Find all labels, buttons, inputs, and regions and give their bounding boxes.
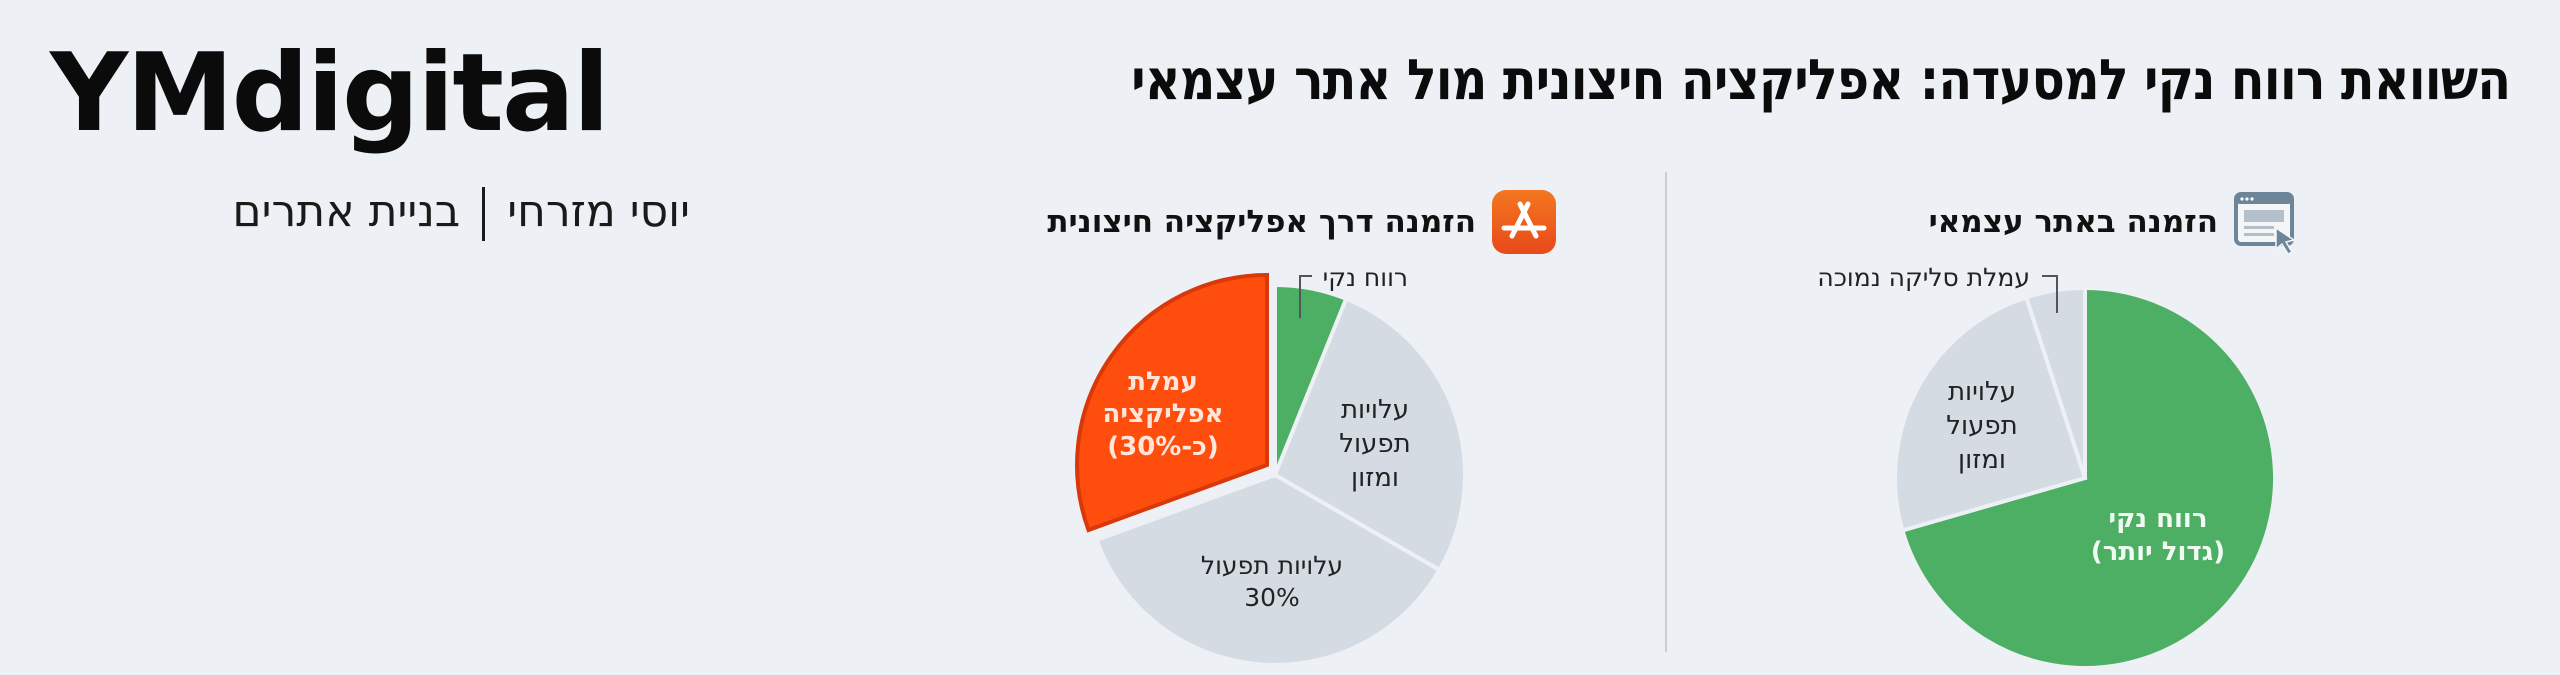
slice-app-operating-costs <box>1093 472 1443 667</box>
chart-title-site-label: הזמנה באתר עצמאי <box>1928 204 2218 240</box>
label-app-commission-3: (כ-30%) <box>1107 432 1219 462</box>
label-site-ops-1: עלויות <box>1948 377 2016 407</box>
label-site-card-fee: עמלת סליקה נמוכה <box>1817 263 2030 292</box>
label-site-net-1: רווח נקי <box>2109 504 2208 534</box>
label-app-operating-costs: עלויות תפעול <box>1201 551 1343 580</box>
browser-cursor-icon <box>2232 188 2300 256</box>
callout-line-site <box>2042 275 2058 313</box>
label-app-net-profit: רווח נקי <box>1323 263 1408 292</box>
label-app-commission-1: עמלת <box>1128 367 1198 397</box>
callout-line-app <box>1299 275 1312 318</box>
brand-owner: יוסי מזרחי <box>507 186 690 237</box>
chart-title-app-label: הזמנה דרך אפליקציה חיצונית <box>1047 204 1476 240</box>
label-app-ops-food-1: עלויות <box>1341 395 1409 425</box>
brand-block: YMdigital יוסי מזרחיבניית אתרים <box>50 40 690 241</box>
slice-site-card-fee <box>2023 285 2087 479</box>
label-site-ops-2: תפעול <box>1946 411 2017 441</box>
label-app-operating-costs-pct: 30% <box>1244 583 1300 612</box>
pie-site: עמלת סליקה נמוכה עלויות תפעול ומזון רווח… <box>1817 263 2278 670</box>
label-site-ops-3: ומזון <box>1958 445 2006 475</box>
brand-logo: YMdigital <box>50 31 610 156</box>
chart-title-app: הזמנה דרך אפליקציה חיצונית <box>1047 188 1558 256</box>
slice-site-net-profit <box>1899 285 2278 670</box>
chart-divider <box>1665 172 1667 652</box>
separator <box>482 187 486 241</box>
label-app-ops-food-3: ומזון <box>1351 463 1399 493</box>
brand-tagline: בניית אתרים <box>232 186 461 237</box>
app-store-icon <box>1490 188 1558 256</box>
slice-site-ops-food <box>1893 294 2088 533</box>
pie-app: רווח נקי עלויות תפעול ומזון עלויות תפעול… <box>1075 263 1467 667</box>
page-title: השוואת רווח נקי למסעדה: אפליקציה חיצונית… <box>1130 48 2511 113</box>
label-app-commission-2: אפליקציה <box>1102 399 1223 429</box>
label-site-net-2: (גדול יותר) <box>2091 537 2225 567</box>
brand-subtitle: יוסי מזרחי בניית אתרים <box>50 186 690 241</box>
chart-title-site: הזמנה באתר עצמאי <box>1929 188 2300 256</box>
label-app-ops-food-2: תפעול <box>1339 429 1410 459</box>
slice-app-commission <box>1075 272 1269 533</box>
